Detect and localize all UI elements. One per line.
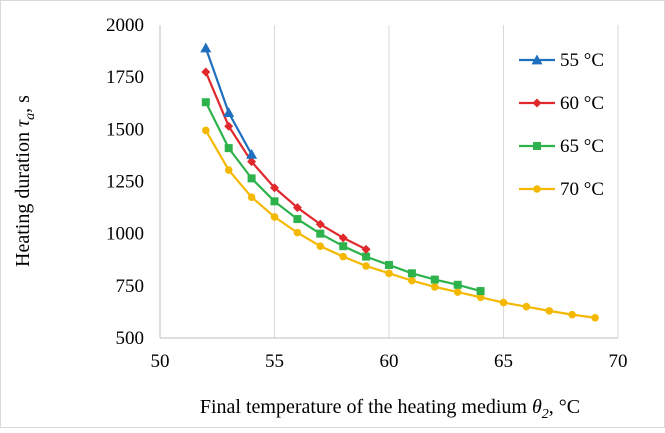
x-axis-title-unit: , °C bbox=[549, 396, 580, 418]
gridlines bbox=[274, 25, 619, 338]
x-axis-title-subscript: 2 bbox=[542, 407, 549, 422]
x-tick-label: 65 bbox=[494, 351, 513, 372]
data-point bbox=[270, 197, 279, 206]
series-line bbox=[204, 129, 596, 319]
legend-item: 55 °C bbox=[519, 50, 604, 71]
data-point bbox=[201, 67, 211, 77]
data-point bbox=[316, 229, 325, 238]
legend-label: 55 °C bbox=[560, 50, 604, 71]
legend-item: 60 °C bbox=[519, 93, 604, 114]
data-point bbox=[545, 307, 554, 315]
data-point bbox=[339, 242, 348, 251]
x-axis-title-main: Final temperature of the heating medium bbox=[200, 396, 532, 418]
data-point bbox=[431, 283, 439, 291]
legend-swatch-marker bbox=[533, 185, 541, 193]
data-point bbox=[568, 310, 576, 319]
y-tick-label: 750 bbox=[116, 276, 145, 297]
y-axis-title-symbol: τ bbox=[12, 119, 34, 127]
x-axis-title-symbol: θ bbox=[532, 396, 542, 418]
data-point bbox=[270, 183, 279, 193]
axes: 50 55 60 65 70 500 750 1000 1250 1500 1750 2000 bbox=[106, 15, 628, 372]
data-point bbox=[224, 121, 234, 131]
series-line bbox=[204, 47, 253, 155]
data-point bbox=[591, 313, 599, 322]
data-point bbox=[270, 213, 279, 221]
data-point bbox=[362, 252, 371, 261]
y-axis-title-unit: , s bbox=[12, 95, 34, 113]
data-point bbox=[316, 242, 325, 250]
legend-item: 70 °C bbox=[519, 179, 604, 200]
data-point bbox=[247, 157, 257, 167]
y-tick-label: 1750 bbox=[106, 67, 144, 88]
y-axis-title: Heating duration τa, s bbox=[12, 95, 38, 267]
legend-swatch-marker bbox=[532, 98, 542, 108]
data-point bbox=[247, 174, 256, 183]
data-point bbox=[224, 144, 233, 153]
series-line bbox=[204, 71, 367, 251]
y-tick-label: 500 bbox=[116, 328, 145, 349]
legend-label: 60 °C bbox=[560, 93, 604, 114]
data-point bbox=[408, 276, 416, 285]
data-point bbox=[476, 293, 485, 302]
data-point bbox=[385, 260, 393, 269]
data-point bbox=[453, 280, 462, 289]
data-point bbox=[522, 302, 531, 311]
data-point bbox=[246, 148, 258, 159]
x-tick-label: 70 bbox=[609, 351, 628, 372]
data-point bbox=[293, 228, 302, 237]
legend-label: 70 °C bbox=[560, 179, 604, 200]
series-line bbox=[204, 101, 481, 293]
data-point bbox=[223, 107, 235, 118]
series-1 bbox=[201, 67, 371, 254]
y-axis-title-subscript: a bbox=[23, 113, 38, 120]
data-point bbox=[202, 126, 210, 135]
series-0 bbox=[200, 42, 258, 159]
y-axis-title-main: Heating duration bbox=[12, 127, 34, 267]
x-tick-label: 60 bbox=[380, 351, 399, 372]
series-3 bbox=[202, 126, 599, 322]
data-point bbox=[292, 203, 302, 213]
data-point bbox=[361, 244, 371, 254]
series-2 bbox=[201, 98, 485, 296]
data-point bbox=[385, 269, 393, 278]
data-point bbox=[200, 42, 212, 53]
y-tick-label: 1000 bbox=[106, 224, 144, 245]
x-tick-label: 50 bbox=[151, 351, 170, 372]
legend: 55 °C 60 °C 65 °C 70 °C bbox=[519, 50, 604, 200]
legend-label: 65 °C bbox=[560, 136, 604, 157]
series-layer bbox=[200, 42, 599, 322]
data-point bbox=[476, 287, 485, 296]
data-point bbox=[247, 193, 256, 201]
data-point bbox=[499, 298, 508, 307]
data-point bbox=[293, 215, 302, 224]
y-tick-label: 1250 bbox=[106, 172, 144, 193]
legend-swatch-marker bbox=[533, 142, 541, 150]
data-point bbox=[430, 275, 439, 284]
data-point bbox=[339, 252, 348, 261]
legend-swatch-marker bbox=[531, 54, 543, 65]
legend-item: 65 °C bbox=[519, 136, 604, 157]
x-axis-title: Final temperature of the heating medium … bbox=[200, 396, 580, 422]
y-tick-label: 2000 bbox=[106, 15, 144, 36]
y-tick-label: 1500 bbox=[106, 119, 144, 140]
data-point bbox=[453, 288, 462, 296]
x-tick-label: 55 bbox=[265, 351, 284, 372]
data-point bbox=[338, 233, 348, 243]
data-point bbox=[201, 98, 210, 107]
data-point bbox=[407, 269, 416, 278]
data-point bbox=[315, 219, 325, 229]
data-point bbox=[362, 262, 370, 270]
data-point bbox=[224, 166, 233, 174]
